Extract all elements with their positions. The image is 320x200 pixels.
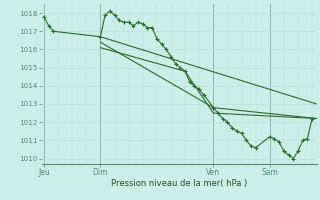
- X-axis label: Pression niveau de la mer( hPa ): Pression niveau de la mer( hPa ): [111, 179, 247, 188]
